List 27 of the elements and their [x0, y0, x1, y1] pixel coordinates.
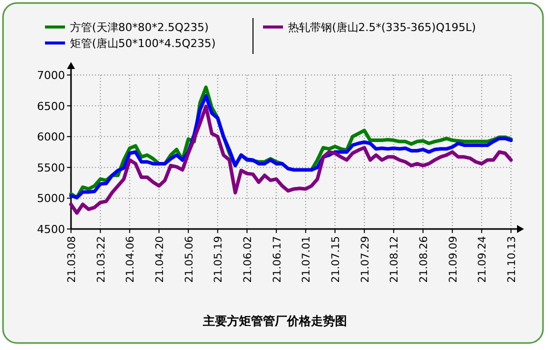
y-tick-label: 4500 [37, 223, 65, 236]
x-tick-label: 21.08.12 [388, 236, 401, 283]
legend-label: 热轧带钢(唐山2.5*(335-365)Q195L) [288, 21, 476, 34]
y-tick-label: 5000 [37, 192, 65, 206]
y-tick-label: 7000 [37, 69, 65, 82]
text: 主要方矩管管厂价格走势图 [202, 314, 347, 328]
x-tick-label: 21.07.01 [300, 236, 313, 283]
x-tick-label: 21.10.13 [506, 236, 518, 283]
x-tick-label: 21.06.17 [271, 236, 284, 283]
y-tick-label: 6500 [37, 100, 65, 113]
x-tick-label: 21.07.15 [330, 236, 342, 283]
x-tick-label: 21.05.06 [183, 236, 196, 283]
y-tick-label: 6000 [37, 130, 65, 144]
x-tick-label: 21.09.24 [476, 236, 489, 283]
x-tick-label: 21.07.29 [359, 236, 372, 283]
x-tick-label: 21.03.22 [95, 236, 108, 283]
legend-label: 方管(天津80*80*2.5Q235) [70, 21, 209, 34]
x-tick-label: 21.05.19 [212, 236, 225, 283]
y-tick-label: 5500 [37, 161, 65, 174]
x-tick-label: 21.06.02 [242, 236, 254, 283]
x-tick-label: 21.04.06 [124, 236, 137, 283]
legend-label: 矩管(唐山50*100*4.5Q235) [70, 37, 216, 50]
x-tick-label: 21.08.26 [418, 236, 430, 283]
x-tick-label: 21.03.08 [66, 236, 78, 283]
line-series [69, 104, 513, 215]
x-tick-label: 21.09.09 [447, 236, 460, 283]
x-tick-label: 21.04.20 [154, 236, 166, 283]
